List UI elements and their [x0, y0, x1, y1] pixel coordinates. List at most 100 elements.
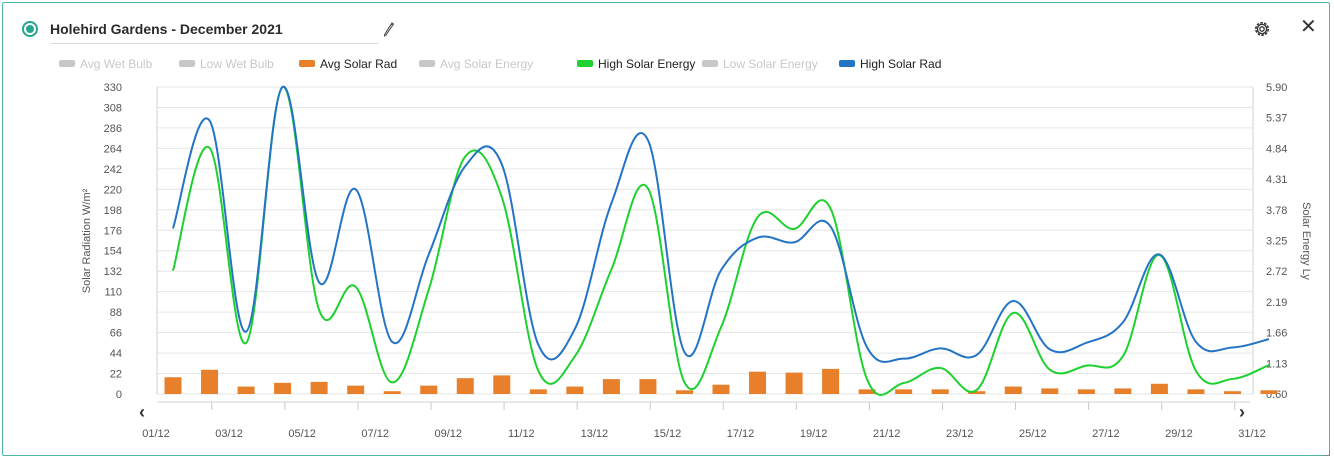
bar-avg-solar-rad — [785, 372, 803, 394]
x-tick-label: 11/12 — [508, 428, 535, 440]
bar-avg-solar-rad — [347, 385, 365, 394]
y-left-tick-label: 198 — [104, 205, 122, 217]
bar-avg-solar-rad — [602, 379, 620, 394]
legend-swatch — [839, 60, 855, 68]
bar-avg-solar-rad — [931, 389, 949, 394]
y-right-tick-label: 4.84 — [1266, 143, 1287, 155]
bar-avg-solar-rad — [164, 377, 182, 394]
bar-avg-solar-rad — [858, 389, 876, 394]
legend-swatch — [419, 60, 435, 68]
x-tick-label: 09/12 — [435, 428, 463, 440]
chart-title: Holehird Gardens - December 2021 — [50, 21, 283, 37]
x-tick-label: 31/12 — [1238, 428, 1266, 440]
gear-icon[interactable] — [1252, 19, 1272, 39]
y-right-tick-label: 5.37 — [1266, 113, 1287, 125]
bar-avg-solar-rad — [1187, 389, 1205, 394]
y-left-tick-label: 132 — [104, 266, 122, 278]
bar-avg-solar-rad — [1260, 390, 1278, 394]
scroll-left-icon[interactable]: ‹ — [139, 402, 145, 422]
bar-avg-solar-rad — [383, 391, 401, 394]
legend-swatch — [59, 60, 75, 68]
chart-header: Holehird Gardens - December 2021 ✕ — [3, 3, 1329, 47]
bar-avg-solar-rad — [237, 386, 255, 394]
bar-avg-solar-rad — [895, 389, 913, 394]
legend-label: Avg Solar Rad — [320, 57, 398, 71]
x-tick-label: 23/12 — [946, 428, 974, 440]
bar-avg-solar-rad — [1004, 386, 1022, 394]
legend-label: Low Solar Energy — [723, 57, 818, 71]
legend-item-avg-solar-energy[interactable]: Avg Solar Energy — [419, 57, 533, 71]
scroll-right-icon[interactable]: › — [1239, 402, 1245, 422]
legend-label: Avg Solar Energy — [440, 57, 534, 71]
y-right-tick-label: 2.72 — [1266, 266, 1287, 278]
legend-item-low-wet-bulb[interactable]: Low Wet Bulb — [179, 57, 274, 71]
bar-avg-solar-rad — [493, 375, 511, 394]
legend-item-high-solar-energy[interactable]: High Solar Energy — [577, 57, 695, 71]
y-left-tick-label: 110 — [104, 287, 122, 299]
y-axis-right-title: Solar Energy Ly — [1300, 202, 1312, 280]
bar-avg-solar-rad — [274, 382, 292, 394]
x-tick-label: 21/12 — [873, 428, 901, 440]
bar-avg-solar-rad — [201, 369, 219, 394]
x-tick-label: 15/12 — [654, 428, 682, 440]
y-axis-left-title: Solar Radiation W/m² — [81, 188, 93, 293]
x-tick-label: 01/12 — [142, 428, 170, 440]
y-left-tick-label: 66 — [110, 328, 122, 340]
resize-handle-icon[interactable] — [1323, 449, 1330, 456]
bar-avg-solar-rad — [1150, 383, 1168, 394]
x-tick-label: 17/12 — [727, 428, 755, 440]
legend-label: Avg Wet Bulb — [80, 57, 153, 71]
y-left-tick-label: 264 — [104, 143, 122, 155]
y-right-tick-label: 3.78 — [1266, 205, 1287, 217]
x-tick-label: 03/12 — [215, 428, 243, 440]
legend-item-avg-wet-bulb[interactable]: Avg Wet Bulb — [59, 57, 152, 71]
y-left-tick-label: 242 — [104, 164, 122, 176]
legend-item-low-solar-energy[interactable]: Low Solar Energy — [702, 57, 818, 71]
y-right-tick-label: 3.25 — [1266, 236, 1287, 248]
legend-item-avg-solar-rad[interactable]: Avg Solar Rad — [299, 57, 397, 71]
bar-avg-solar-rad — [1114, 388, 1132, 394]
x-tick-label: 27/12 — [1092, 428, 1120, 440]
x-tick-label: 05/12 — [288, 428, 316, 440]
bar-avg-solar-rad — [456, 378, 474, 394]
y-left-tick-label: 308 — [104, 102, 122, 114]
y-left-tick-label: 154 — [104, 246, 122, 258]
legend-label: Low Wet Bulb — [200, 57, 274, 71]
y-left-tick-label: 330 — [104, 82, 122, 94]
bar-avg-solar-rad — [420, 385, 438, 394]
line-high-solar-rad — [172, 85, 1270, 363]
close-icon[interactable]: ✕ — [1300, 16, 1317, 38]
bar-avg-solar-rad — [749, 371, 767, 394]
bar-avg-solar-rad — [712, 384, 730, 394]
legend-item-high-solar-rad[interactable]: High Solar Rad — [839, 57, 941, 71]
y-left-tick-label: 44 — [110, 348, 122, 360]
line-high-solar-energy — [172, 85, 1270, 396]
legend-swatch — [179, 60, 195, 68]
select-radio[interactable] — [22, 21, 38, 37]
legend-swatch — [299, 60, 315, 68]
bar-avg-solar-rad — [1223, 391, 1241, 394]
bar-avg-solar-rad — [968, 391, 986, 394]
x-tick-label: 19/12 — [800, 428, 828, 440]
title-underline — [50, 43, 378, 44]
bar-avg-solar-rad — [310, 381, 328, 394]
y-right-tick-label: 1.66 — [1266, 328, 1287, 340]
x-tick-label: 07/12 — [361, 428, 389, 440]
y-right-tick-label: 2.19 — [1266, 297, 1287, 309]
legend-swatch — [577, 60, 593, 68]
y-left-tick-label: 286 — [104, 123, 122, 135]
y-right-tick-label: 5.90 — [1266, 82, 1287, 94]
y-left-tick-label: 0 — [116, 389, 122, 401]
y-left-tick-label: 220 — [104, 184, 122, 196]
x-tick-label: 13/12 — [581, 428, 609, 440]
pencil-icon[interactable] — [383, 21, 395, 37]
x-tick-label: 29/12 — [1165, 428, 1193, 440]
legend-swatch — [702, 60, 718, 68]
bar-avg-solar-rad — [675, 390, 693, 394]
bar-avg-solar-rad — [639, 379, 657, 394]
bar-avg-solar-rad — [1041, 388, 1059, 394]
bar-avg-solar-rad — [529, 389, 547, 394]
bar-avg-solar-rad — [566, 386, 584, 394]
